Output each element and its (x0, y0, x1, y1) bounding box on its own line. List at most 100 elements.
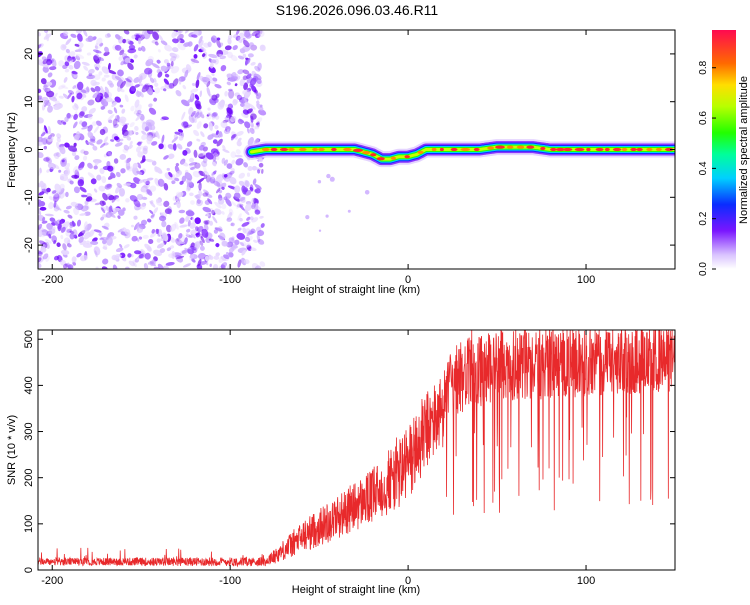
noise-speckle (119, 243, 123, 248)
noise-speckle (163, 200, 170, 208)
noise-speckle (189, 253, 195, 261)
noise-speckle (121, 124, 128, 132)
ridge-hotspot (621, 147, 628, 152)
noise-speckle (101, 66, 110, 74)
noise-speckle (215, 130, 219, 135)
noise-speckle (56, 133, 62, 139)
noise-speckle (259, 104, 263, 108)
noise-speckle (247, 53, 254, 58)
noise-speckle (71, 70, 78, 75)
noise-speckle (191, 82, 196, 87)
noise-speckle (227, 38, 232, 45)
noise-speckle (170, 237, 176, 243)
noise-speckle (164, 208, 172, 215)
noise-speckle (248, 42, 254, 47)
stray-speckle (347, 209, 351, 213)
noise-speckle (157, 178, 165, 187)
noise-speckle (242, 75, 248, 81)
noise-speckle (246, 127, 250, 134)
noise-speckle (93, 165, 98, 170)
ridge-hotspot (376, 157, 385, 161)
noise-speckle (95, 96, 102, 103)
noise-speckle (177, 33, 184, 41)
noise-speckle (118, 56, 123, 61)
noise-speckle (244, 101, 251, 108)
noise-speckle (154, 178, 161, 187)
noise-speckle (207, 41, 212, 48)
noise-speckle (135, 114, 142, 121)
noise-speckle (249, 83, 254, 88)
ridge-hotspot (262, 147, 270, 152)
noise-speckle (191, 246, 198, 254)
noise-speckle (205, 152, 214, 160)
noise-speckle (228, 247, 235, 253)
noise-speckle (58, 84, 66, 90)
noise-speckle (202, 79, 209, 86)
noise-speckle (118, 36, 124, 44)
stray-speckle (305, 215, 310, 220)
noise-speckle (82, 243, 93, 248)
ridge-hotspot (370, 153, 377, 157)
noise-speckle (196, 138, 201, 142)
stray-speckle (317, 180, 322, 184)
noise-speckle (72, 105, 79, 111)
noise-speckle (42, 253, 49, 260)
noise-speckle (96, 43, 104, 50)
noise-speckle (137, 109, 142, 115)
noise-speckle (52, 219, 59, 226)
noise-speckle (107, 151, 113, 157)
noise-speckle (145, 188, 151, 195)
noise-speckle (222, 145, 226, 151)
noise-speckle (215, 252, 220, 257)
ridge-hotspot (526, 145, 535, 149)
noise-speckle (151, 141, 158, 146)
noise-speckle (257, 62, 262, 71)
noise-speckle (131, 34, 136, 39)
noise-speckle (230, 116, 237, 123)
noise-speckle (40, 229, 49, 236)
noise-speckle (62, 263, 68, 269)
noise-speckle (226, 108, 234, 117)
noise-speckle (161, 220, 167, 228)
noise-speckle (190, 88, 199, 93)
noise-speckle (110, 172, 116, 179)
noise-speckle (128, 145, 132, 149)
noise-speckle (178, 76, 186, 82)
noise-speckle (210, 148, 219, 155)
noise-speckle (245, 233, 251, 239)
noise-speckle (117, 69, 124, 77)
noise-speckle (63, 209, 70, 214)
spec-xtick-label: -200 (41, 274, 63, 286)
noise-speckle (84, 211, 91, 216)
noise-speckle (174, 131, 181, 135)
noise-speckle (39, 206, 47, 211)
noise-speckle (75, 131, 81, 139)
noise-speckle (237, 137, 242, 142)
noise-speckle (144, 126, 150, 132)
noise-speckle (150, 213, 155, 218)
noise-speckle (98, 185, 106, 192)
noise-speckle (237, 69, 244, 75)
noise-speckle (71, 95, 75, 103)
noise-speckle (58, 187, 65, 195)
noise-speckle (149, 185, 157, 192)
noise-speckle (51, 235, 58, 243)
ridge-hotspot (636, 147, 643, 152)
noise-speckle (99, 128, 106, 136)
noise-speckle (198, 35, 203, 44)
noise-speckle (67, 57, 74, 64)
noise-speckle (87, 113, 93, 120)
noise-speckle (56, 102, 63, 109)
noise-speckle (102, 258, 109, 265)
noise-speckle (246, 172, 251, 177)
noise-speckle (190, 166, 195, 170)
noise-speckle (237, 55, 245, 60)
ridge-hotspot (555, 147, 566, 152)
noise-speckle (158, 143, 164, 150)
noise-speckle (119, 49, 125, 56)
noise-speckle (183, 263, 191, 268)
noise-speckle (100, 85, 105, 95)
noise-speckle (223, 254, 230, 260)
noise-speckle (176, 143, 183, 150)
noise-speckle (206, 213, 210, 217)
